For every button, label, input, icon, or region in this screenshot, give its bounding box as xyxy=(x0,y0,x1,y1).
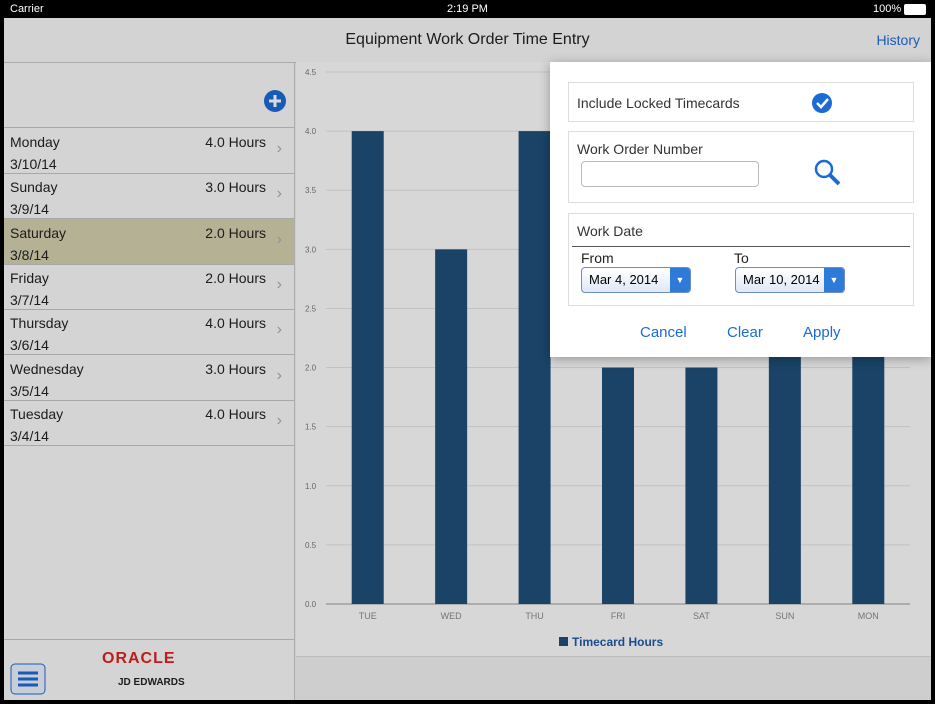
header: Equipment Work Order Time Entry History xyxy=(4,18,931,63)
bar xyxy=(685,367,718,604)
chevron: › xyxy=(276,366,282,384)
label: Work Date xyxy=(577,223,643,239)
battery-icon xyxy=(904,4,926,15)
x-tick-label: SUN xyxy=(775,611,794,621)
search-button[interactable] xyxy=(813,158,843,188)
to-label: To xyxy=(734,250,749,266)
bar xyxy=(518,131,551,604)
day: Monday xyxy=(10,134,60,150)
chevron: › xyxy=(276,275,282,293)
list-row[interactable]: Saturday 2.0 Hours 3/8/14 › xyxy=(4,218,294,265)
date: 3/7/14 xyxy=(10,291,49,308)
left-pane: Monday 4.0 Hours 3/10/14 › Sunday 3.0 Hours 3/… xyxy=(4,63,295,700)
day: Friday xyxy=(10,269,49,286)
date: 3/4/14 xyxy=(10,427,49,444)
cancel-button[interactable]: Cancel xyxy=(640,324,687,341)
bar xyxy=(435,249,468,605)
x-tick-label: THU xyxy=(525,611,544,621)
y-tick-label: 0.0 xyxy=(305,600,317,609)
from-select[interactable]: Mar 4, 2014 ▼ xyxy=(581,267,691,293)
y-tick-label: 2.0 xyxy=(305,364,317,373)
clock: 2:19 PM xyxy=(447,3,488,15)
x-tick-label: TUE xyxy=(359,611,377,621)
chevron: › xyxy=(276,411,282,429)
date: 3/9/14 xyxy=(10,201,49,218)
hours: 3.0 Hours xyxy=(205,179,266,196)
y-tick-label: 2.5 xyxy=(305,304,317,313)
day: Tuesday xyxy=(10,405,64,422)
work-order-input[interactable] xyxy=(581,161,759,187)
y-tick-label: 1.5 xyxy=(305,423,317,432)
carrier: Carrier xyxy=(10,3,44,15)
list-row[interactable]: Friday 2.0 Hours 3/7/14 › xyxy=(4,264,294,310)
checkbox[interactable] xyxy=(811,92,833,114)
x-tick-label: MON xyxy=(858,611,879,621)
date: 3/5/14 xyxy=(10,382,49,399)
y-tick-label: 4.5 xyxy=(305,68,317,77)
day: Thursday xyxy=(10,315,69,332)
to-value: Mar 10, 2014 xyxy=(743,272,820,287)
chevron: › xyxy=(276,140,282,157)
apply-button[interactable]: Apply xyxy=(803,324,841,341)
y-tick-label: 4.0 xyxy=(305,127,317,136)
day: Saturday xyxy=(10,224,67,241)
date: 3/6/14 xyxy=(10,337,49,354)
locked-row[interactable]: Include Locked Timecards xyxy=(568,82,914,122)
dropdown-arrow: ▼ xyxy=(824,268,844,292)
clear-button[interactable]: Clear xyxy=(727,324,763,341)
x-tick-label: FRI xyxy=(611,611,626,621)
list-row[interactable]: Tuesday 4.0 Hours 3/4/14 › xyxy=(4,400,294,446)
divider xyxy=(572,246,910,247)
oracle-logo: ORACLE xyxy=(102,650,176,667)
divider xyxy=(4,127,294,128)
filter-popover: Include Locked Timecards Work Order Numb… xyxy=(550,62,931,357)
chevron: › xyxy=(276,185,282,203)
list-row[interactable]: Monday 4.0 Hours 3/10/14 › xyxy=(4,128,294,174)
x-tick-label: WED xyxy=(441,611,462,621)
hours: 4.0 Hours xyxy=(205,315,266,332)
jde-logo: JD EDWARDS xyxy=(118,677,185,688)
work-order-box: Work Order Number xyxy=(568,131,914,203)
chevron: › xyxy=(276,321,282,339)
from-label: From xyxy=(581,250,614,266)
date: 3/8/14 xyxy=(10,246,49,263)
hours: 4.0 Hours xyxy=(205,405,266,422)
dropdown-arrow: ▼ xyxy=(670,268,690,292)
hours: 2.0 Hours xyxy=(205,224,266,241)
hours: 2.0 Hours xyxy=(205,269,266,286)
legend-swatch xyxy=(559,637,568,646)
x-tick-label: SAT xyxy=(693,611,710,621)
y-tick-label: 0.5 xyxy=(305,541,317,550)
date: 3/10/14 xyxy=(10,156,57,172)
add-button[interactable] xyxy=(263,89,287,113)
bar xyxy=(351,131,384,604)
hours: 3.0 Hours xyxy=(205,360,266,377)
menu-button[interactable] xyxy=(10,663,46,695)
divider xyxy=(4,639,294,640)
bar xyxy=(602,367,634,604)
label: Include Locked Timecards xyxy=(577,95,740,111)
header-title: Equipment Work Order Time Entry xyxy=(345,31,590,48)
label: Work Order Number xyxy=(577,141,703,157)
from-value: Mar 4, 2014 xyxy=(589,272,659,287)
y-tick-label: 1.0 xyxy=(305,482,317,491)
hours: 4.0 Hours xyxy=(205,134,266,150)
list-row[interactable]: Thursday 4.0 Hours 3/6/14 › xyxy=(4,309,294,356)
legend-label: Timecard Hours xyxy=(572,635,663,649)
y-tick-label: 3.5 xyxy=(305,186,317,195)
battery: 100% xyxy=(873,3,902,15)
to-select[interactable]: Mar 10, 2014 ▼ xyxy=(735,267,845,293)
status-bar: Carrier 2:19 PM 100% xyxy=(0,0,935,18)
work-date-box: Work Date From To Mar 4, 2014 ▼ Mar 10, 2… xyxy=(568,213,914,306)
history-button[interactable]: History xyxy=(876,32,920,48)
day: Wednesday xyxy=(10,360,84,377)
y-tick-label: 3.0 xyxy=(305,245,317,254)
chevron: › xyxy=(276,230,282,248)
list-row[interactable]: Wednesday 3.0 Hours 3/5/14 › xyxy=(4,355,294,401)
day: Sunday xyxy=(10,179,58,196)
